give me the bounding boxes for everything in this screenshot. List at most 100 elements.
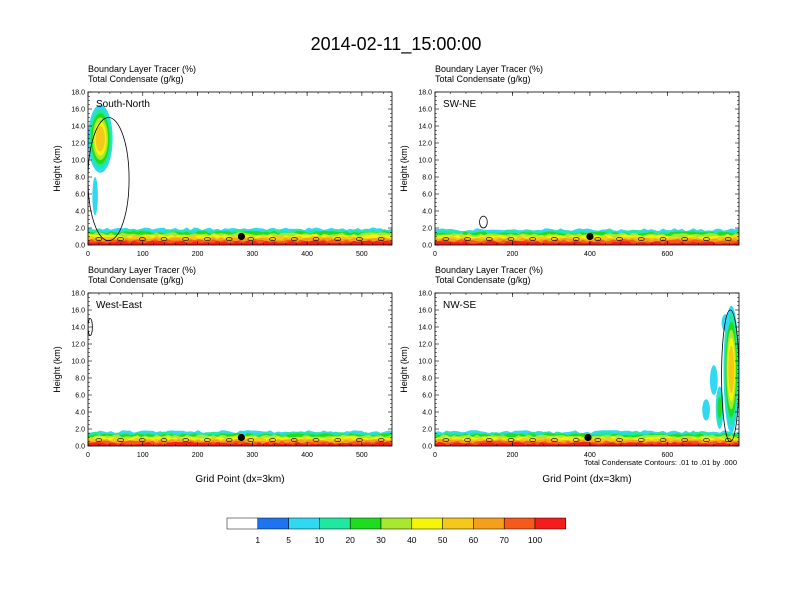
boundary-contour-11 — [334, 237, 342, 241]
x-tick-label: 200 — [192, 452, 204, 459]
y-tick-label: 18.0 — [71, 90, 85, 97]
y-tick-label: 12.0 — [71, 342, 85, 349]
boundary-contour-5 — [204, 438, 211, 442]
plume-0-level-7 — [95, 126, 105, 152]
plot-frame — [434, 292, 740, 447]
x-tick-label: 400 — [584, 251, 596, 258]
panel-label: NW-SE — [443, 300, 476, 311]
tracer-band-level-10 — [435, 441, 739, 446]
y-tick-label: 14.0 — [418, 124, 432, 131]
colorbar-cell-0 — [226, 517, 259, 530]
condensate-contour-0 — [88, 318, 93, 336]
y-tick-label: 12.0 — [418, 141, 432, 148]
y-tick-label: 14.0 — [71, 124, 85, 131]
boundary-contour-0 — [442, 438, 450, 442]
boundary-contour-10 — [659, 438, 667, 442]
boundary-contour-7 — [247, 237, 255, 241]
colorbar: 1 5 10 20 30 40 50 60 70 100 — [226, 517, 567, 545]
colorbar-label: 20 — [345, 535, 355, 545]
tracer-band-level-10 — [435, 240, 739, 245]
boundary-contour-2 — [138, 438, 146, 442]
boundary-contour-1 — [464, 237, 471, 241]
x-tick-label: 500 — [356, 452, 368, 459]
y-tick-label: 2.0 — [75, 226, 85, 233]
boundary-contour-10 — [659, 237, 667, 241]
y-tick-label: 6.0 — [422, 192, 432, 199]
panel-west-east: Boundary Layer Tracer (%)Total Condensat… — [52, 265, 393, 485]
boundary-contour-3 — [160, 438, 168, 442]
colorbar-cell-9 — [503, 517, 536, 530]
y-tick-label: 10.0 — [418, 359, 432, 366]
boundary-contour-11 — [681, 438, 689, 442]
plume-2-level-2 — [702, 399, 710, 421]
y-tick-label: 4.0 — [75, 410, 85, 417]
boundary-contour-9 — [637, 237, 645, 241]
panel-subtitle-1: Boundary Layer Tracer (%) — [88, 265, 196, 275]
y-tick-label: 0.0 — [75, 243, 85, 250]
boundary-contour-4 — [182, 438, 190, 442]
boundary-contour-5 — [551, 237, 558, 241]
y-tick-label: 8.0 — [75, 175, 85, 182]
boundary-contour-9 — [290, 438, 298, 442]
y-tick-label: 8.0 — [422, 175, 432, 182]
boundary-contour-11 — [681, 237, 689, 241]
plume-1-level-4 — [717, 397, 722, 419]
y-tick-label: 2.0 — [422, 427, 432, 434]
boundary-contour-1 — [117, 438, 124, 442]
plot-frame — [434, 91, 740, 246]
x-axis-label: Grid Point (dx=3km) — [542, 474, 631, 485]
boundary-contour-7 — [594, 237, 602, 241]
boundary-contour-4 — [529, 438, 537, 442]
y-tick-label: 18.0 — [418, 90, 432, 97]
boundary-contour-6 — [572, 438, 580, 442]
colorbar-label: 1 — [255, 535, 260, 545]
boundary-contour-5 — [551, 438, 558, 442]
boundary-contour-4 — [529, 237, 537, 241]
boundary-contour-3 — [507, 237, 515, 241]
y-tick-label: 0.0 — [422, 444, 432, 451]
panel-subtitle-2: Total Condensate (g/kg) — [435, 74, 531, 84]
y-tick-label: 16.0 — [71, 308, 85, 315]
x-tick-label: 0 — [86, 452, 90, 459]
x-tick-label: 600 — [662, 251, 674, 258]
y-tick-label: 12.0 — [418, 342, 432, 349]
x-tick-label: 400 — [584, 452, 596, 459]
colorbar-cell-3 — [319, 517, 351, 530]
boundary-contour-2 — [485, 237, 493, 241]
tracer-band-level-10 — [88, 240, 392, 245]
site-marker — [237, 433, 245, 442]
colorbar-cell-4 — [349, 517, 382, 530]
colorbar-cell-5 — [380, 517, 413, 530]
plot-area — [88, 318, 392, 446]
panel-subtitle-2: Total Condensate (g/kg) — [435, 275, 531, 285]
colorbar-label: 50 — [438, 535, 448, 545]
y-tick-label: 16.0 — [418, 107, 432, 114]
x-tick-label: 400 — [301, 452, 313, 459]
boundary-contour-12 — [356, 438, 363, 442]
boundary-contour-6 — [572, 237, 580, 241]
panel-subtitle-2: Total Condensate (g/kg) — [88, 275, 184, 285]
boundary-contour-9 — [637, 438, 645, 442]
panels-group: Boundary Layer Tracer (%)Total Condensat… — [52, 64, 740, 485]
colorbar-label: 70 — [499, 535, 509, 545]
figure-title: 2014-02-11_15:00:00 — [311, 34, 482, 55]
x-tick-label: 300 — [246, 452, 258, 459]
x-tick-label: 300 — [246, 251, 258, 258]
y-axis-label: Height (km) — [52, 346, 62, 393]
boundary-contour-7 — [247, 438, 255, 442]
site-marker — [237, 232, 245, 241]
panel-subtitle-1: Boundary Layer Tracer (%) — [435, 64, 543, 74]
y-tick-label: 6.0 — [75, 192, 85, 199]
colorbar-cell-6 — [411, 517, 443, 530]
x-tick-label: 200 — [192, 251, 204, 258]
y-tick-label: 8.0 — [422, 376, 432, 383]
plot-frame — [87, 91, 393, 246]
colorbar-cell-2 — [288, 517, 320, 530]
y-tick-label: 0.0 — [422, 243, 432, 250]
y-tick-label: 14.0 — [71, 325, 85, 332]
x-tick-label: 500 — [356, 251, 368, 258]
y-tick-label: 4.0 — [422, 410, 432, 417]
colorbar-label: 100 — [528, 535, 542, 545]
boundary-contour-0 — [442, 237, 450, 241]
